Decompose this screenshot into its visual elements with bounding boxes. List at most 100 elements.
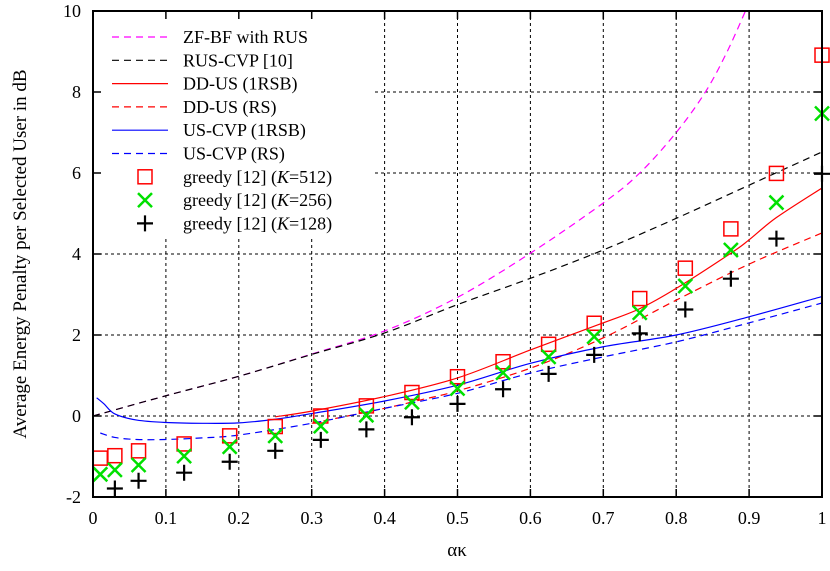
- y-tick-label: -2: [66, 487, 81, 507]
- data-point-greedy-12-k-512: [404, 384, 420, 401]
- data-point-greedy-12-k-128: [677, 301, 694, 318]
- legend-background: [95, 13, 375, 239]
- data-point-greedy-12-k-256: [677, 278, 694, 294]
- data-point-greedy-12-k-256: [768, 194, 785, 211]
- legend-swatch-greedy-12-k-512: [137, 169, 153, 185]
- y-tick-label: 4: [72, 244, 81, 264]
- data-point-greedy-12-k-128: [449, 395, 466, 412]
- data-point-greedy-12-k-256: [631, 304, 648, 321]
- data-point-greedy-12-k-256: [92, 466, 109, 483]
- data-point-greedy-12-k-512: [107, 447, 123, 464]
- data-point-greedy-12-k-512: [130, 443, 147, 459]
- y-tick-label: 2: [72, 325, 81, 345]
- series-line-rus-cvp-10: [93, 151, 822, 417]
- legend-label-dd-us-rs: DD-US (RS): [183, 97, 277, 118]
- data-point-greedy-12-k-128: [631, 325, 648, 342]
- y-tick-label: 6: [72, 163, 81, 183]
- data-point-greedy-12-k-256: [130, 457, 147, 473]
- data-point-greedy-12-k-128: [267, 442, 284, 459]
- data-point-greedy-12-k-128: [722, 270, 739, 287]
- data-point-greedy-12-k-256: [312, 418, 329, 435]
- data-point-greedy-12-k-128: [403, 409, 420, 426]
- legend-label-suffix: =512): [289, 167, 332, 188]
- legend-label-prefix: greedy [12] (: [183, 190, 277, 211]
- y-axis-title: Average Energy Penalty per Selected User…: [10, 69, 31, 438]
- data-point-greedy-12-k-256: [540, 348, 557, 365]
- data-point-greedy-12-k-512: [358, 398, 375, 414]
- data-point-greedy-12-k-256: [495, 364, 511, 381]
- data-point-greedy-12-k-512: [267, 418, 283, 435]
- series-line-dd-us-1rsb: [275, 187, 822, 418]
- legend-label-zf-bf-with-rus: ZF-BF with RUS: [183, 27, 308, 47]
- x-tick-label: 0: [89, 508, 98, 528]
- x-tick-label: 0.3: [300, 508, 323, 528]
- legend-label-dd-us-1rsb: DD-US (1RSB): [183, 74, 298, 95]
- legend-label-italic: K: [276, 213, 290, 233]
- legend-label-greedy-12-k-128: greedy [12] (K=128): [183, 213, 332, 234]
- x-tick-label: 0.6: [519, 508, 542, 528]
- legend-swatch-greedy-12-k-128: [137, 215, 153, 232]
- legend-label-greedy-12-k-512: greedy [12] (K=512): [183, 167, 332, 188]
- x-tick-label: 1: [818, 508, 827, 528]
- data-point-greedy-12-k-256: [176, 448, 193, 464]
- data-point-greedy-12-k-512: [540, 336, 557, 353]
- x-tick-label: 0.8: [665, 508, 688, 528]
- legend-label-greedy-12-k-256: greedy [12] (K=256): [183, 190, 332, 211]
- legend-label-prefix: greedy [12] (: [183, 167, 277, 188]
- x-tick-label: 0.5: [446, 508, 469, 528]
- series-line-zf-bf-with-rus: [93, 11, 747, 417]
- data-point-greedy-12-k-512: [632, 290, 648, 307]
- legend: ZF-BF with RUS RUS-CVP [10] DD-US (1RSB)DD…: [95, 13, 375, 239]
- y-tick-label: 0: [72, 406, 81, 426]
- legend-swatch-greedy-12-k-256: [137, 192, 153, 208]
- data-point-greedy-12-k-512: [221, 428, 238, 444]
- data-point-greedy-12-k-128: [176, 464, 193, 481]
- data-point-greedy-12-k-256: [267, 427, 284, 444]
- legend-label-us-cvp-rs: US-CVP (RS): [183, 144, 285, 165]
- data-point-greedy-12-k-512: [768, 165, 785, 182]
- x-tick-label: 0.9: [738, 508, 761, 528]
- data-point-greedy-12-k-256: [106, 461, 123, 478]
- data-point-greedy-12-k-512: [449, 368, 466, 385]
- x-tick-label: 0.7: [592, 508, 615, 528]
- legend-label-rus-cvp-10: RUS-CVP [10]: [183, 50, 293, 70]
- data-point-greedy-12-k-512: [313, 408, 329, 424]
- series-line-dd-us-rs: [311, 232, 822, 424]
- data-point-greedy-12-k-128: [106, 480, 123, 497]
- data-point-greedy-12-k-512: [723, 221, 739, 237]
- data-point-greedy-12-k-128: [768, 230, 785, 247]
- legend-label-italic: K: [276, 167, 290, 187]
- series-markers: [92, 47, 830, 497]
- series-line-us-cvp-rs: [100, 302, 822, 441]
- x-tick-label: 0.4: [373, 508, 396, 528]
- x-tick-label: 0.2: [228, 508, 251, 528]
- axis-ticks: 0 0.1 0.2 0.3 0.4 0.5 0.6 0.7 0.8 0.9 1 -2 0 2 4 6 8 10: [63, 1, 827, 528]
- data-point-greedy-12-k-128: [540, 365, 557, 382]
- data-point-greedy-12-k-256: [221, 438, 238, 455]
- data-point-greedy-12-k-512: [586, 315, 602, 332]
- data-point-greedy-12-k-256: [586, 328, 603, 345]
- legend-label-us-cvp-1rsb: US-CVP (1RSB): [183, 120, 306, 141]
- data-point-greedy-12-k-128: [221, 453, 238, 470]
- data-point-greedy-12-k-128: [312, 431, 329, 448]
- data-point-greedy-12-k-256: [449, 380, 466, 397]
- legend-label-suffix: =256): [289, 190, 332, 211]
- data-point-greedy-12-k-256: [358, 407, 375, 424]
- x-axis-title: ακ: [447, 540, 467, 561]
- x-tick-label: 0.1: [155, 508, 178, 528]
- data-point-greedy-12-k-128: [586, 346, 603, 363]
- data-point-greedy-12-k-128: [130, 472, 147, 489]
- data-point-greedy-12-k-256: [722, 242, 739, 258]
- y-tick-label: 10: [63, 1, 81, 21]
- data-point-greedy-12-k-128: [358, 421, 375, 438]
- legend-label-suffix: =128): [289, 213, 332, 234]
- legend-label-italic: K: [276, 190, 290, 210]
- series-line-us-cvp-1rsb: [96, 295, 822, 424]
- data-point-greedy-12-k-512: [677, 260, 694, 276]
- data-point-greedy-12-k-128: [495, 381, 512, 398]
- data-point-greedy-12-k-512: [176, 436, 192, 452]
- legend-label-prefix: greedy [12] (: [183, 213, 277, 234]
- series-lines: [93, 11, 822, 441]
- data-point-greedy-12-k-512: [92, 450, 109, 466]
